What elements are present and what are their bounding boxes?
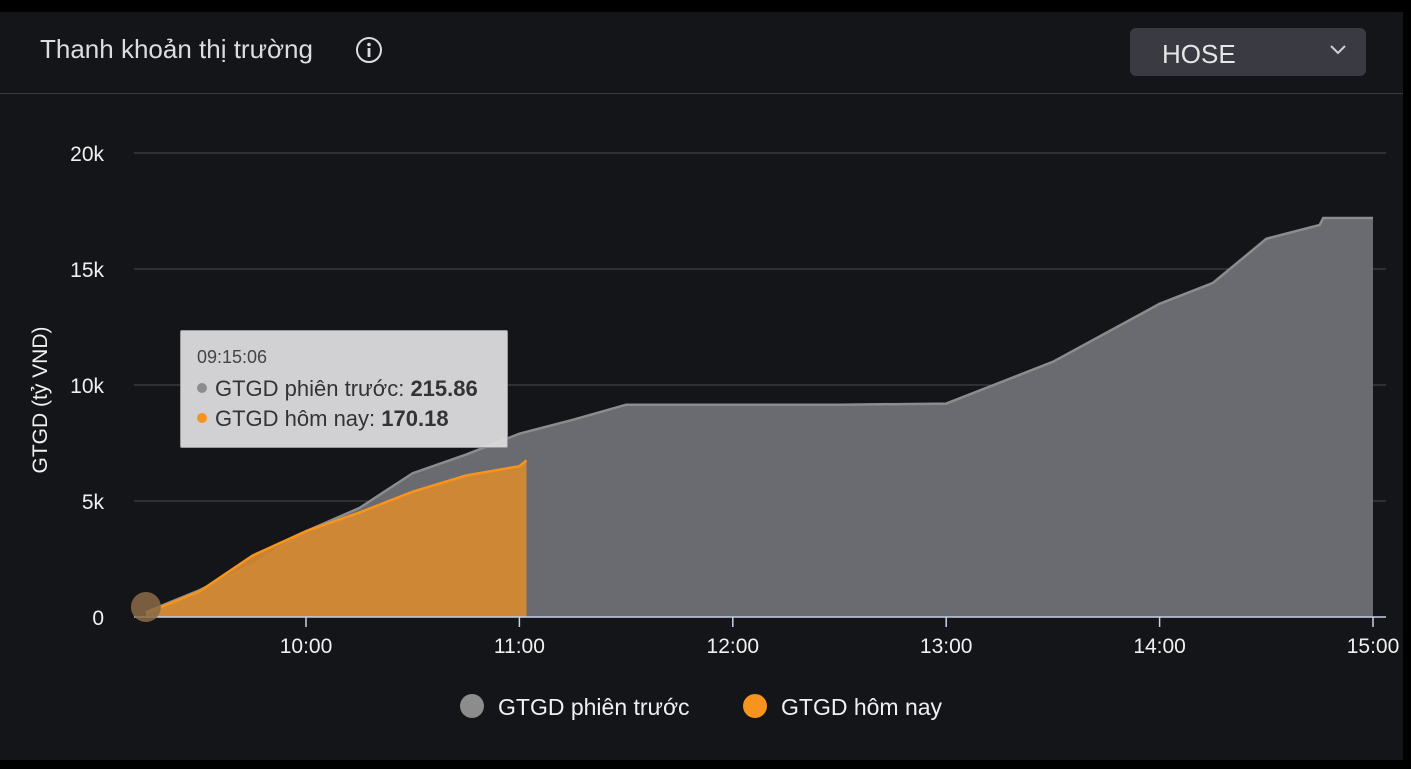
- panel-title: Thanh khoản thị trường: [40, 34, 313, 64]
- tooltip-row-today: GTGD hôm nay: 170.18: [197, 404, 491, 434]
- x-tick-label: 15:00: [1347, 635, 1400, 658]
- x-tick-label: 11:00: [494, 635, 545, 658]
- x-tick-label: 12:00: [707, 635, 760, 658]
- legend-label: GTGD phiên trước: [498, 694, 690, 720]
- y-tick-label: 5k: [82, 491, 105, 514]
- legend-swatch: [460, 694, 484, 718]
- tooltip-value-today: 170.18: [381, 406, 449, 431]
- x-tick-label: 10:00: [280, 635, 333, 658]
- info-circle-icon[interactable]: [355, 36, 383, 64]
- tooltip-dot-today: [197, 413, 207, 423]
- tooltip-dot-previous: [197, 383, 207, 393]
- legend-swatch: [743, 694, 767, 718]
- panel-header: Thanh khoản thị trường HOSE: [0, 12, 1403, 94]
- tooltip-row-previous: GTGD phiên trước: 215.86: [197, 374, 491, 404]
- line-today: [145, 459, 528, 615]
- y-tick-label: 10k: [70, 375, 104, 398]
- y-tick-label: 20k: [70, 143, 104, 166]
- tooltip-label-today: GTGD hôm nay:: [215, 406, 376, 431]
- legend-item-today[interactable]: GTGD hôm nay: [743, 694, 943, 720]
- tooltip-value-previous: 215.86: [410, 376, 478, 401]
- area-today: [145, 460, 527, 617]
- tooltip-label-previous: GTGD phiên trước:: [215, 376, 405, 401]
- x-tick-label: 13:00: [920, 635, 973, 658]
- tooltip-time: 09:15:06: [197, 347, 268, 367]
- legend-label: GTGD hôm nay: [781, 694, 943, 720]
- legend-item-previous[interactable]: GTGD phiên trước: [460, 694, 690, 720]
- y-tick-label: 15k: [70, 259, 104, 282]
- y-axis-label: GTGD (tỷ VND): [29, 327, 52, 474]
- exchange-select-value: HOSE: [1162, 39, 1236, 69]
- chart-tooltip: 09:15:06 GTGD phiên trước: 215.86 GTGD h…: [180, 330, 508, 448]
- hover-marker: [130, 591, 161, 622]
- y-tick-label: 0: [92, 607, 104, 630]
- exchange-select[interactable]: HOSE: [1130, 28, 1366, 76]
- chevron-down-icon: [1330, 45, 1346, 55]
- x-tick-label: 14:00: [1133, 635, 1186, 658]
